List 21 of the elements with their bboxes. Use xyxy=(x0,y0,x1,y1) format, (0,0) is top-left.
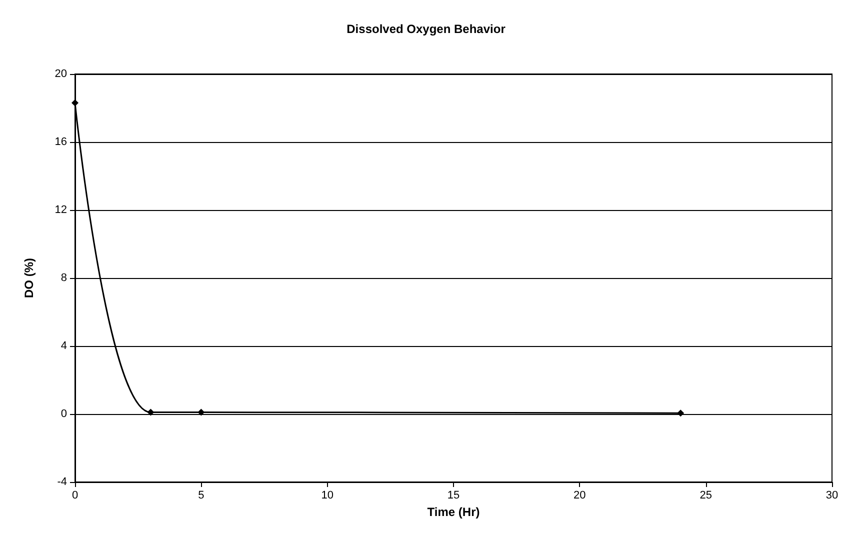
x-tick-label: 20 xyxy=(574,490,586,502)
y-tick-label: 4 xyxy=(60,340,67,352)
y-axis-title: DO (%) xyxy=(22,258,36,298)
y-tick-label: 0 xyxy=(60,408,67,420)
x-tick-label: 0 xyxy=(72,490,78,502)
point xyxy=(677,410,684,417)
y-tick-label: 20 xyxy=(54,68,67,80)
y-tick-label: 8 xyxy=(60,272,67,284)
x-tick-label: 25 xyxy=(700,490,712,502)
x-tick-label: 5 xyxy=(198,490,204,502)
y-tick-label: 16 xyxy=(54,136,67,148)
x-axis-title: Time (Hr) xyxy=(427,505,480,519)
y-tick-label: 12 xyxy=(54,204,67,216)
x-tick-label: 10 xyxy=(321,490,334,502)
x-tick-label: 30 xyxy=(826,490,838,502)
chart-title: Dissolved Oxygen Behavior xyxy=(346,22,506,36)
point xyxy=(147,408,154,416)
point xyxy=(72,99,78,106)
point xyxy=(198,408,205,416)
y-tick-label: -4 xyxy=(57,476,67,488)
x-tick-label: 15 xyxy=(447,490,460,502)
